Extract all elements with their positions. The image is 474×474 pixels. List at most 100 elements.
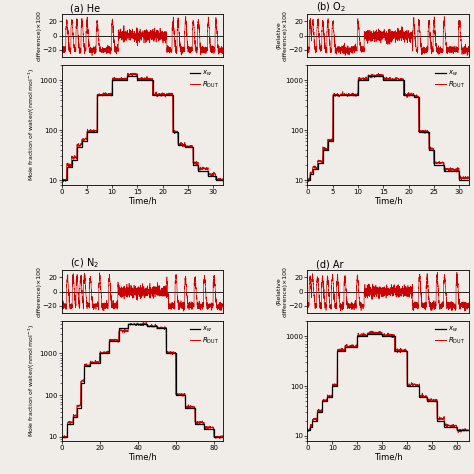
$x_w$	[70, 414, 76, 420]
$x_w$	[320, 147, 326, 153]
$x_w$	[195, 168, 201, 174]
$R_{\mathrm{DUT}}$	[59, 434, 64, 439]
$x_w$	[307, 428, 313, 433]
$x_w$	[315, 160, 320, 166]
$R_{\mathrm{DUT}}$	[181, 142, 187, 148]
$x_w$	[109, 77, 115, 83]
$x_w$	[182, 142, 188, 148]
$R_{\mathrm{DUT}}$	[400, 347, 406, 353]
$x_w$	[126, 326, 131, 331]
$R_{\mathrm{DUT}}$	[413, 383, 419, 388]
Legend: $x_w$, $R_{\mathrm{DUT}}$: $x_w$, $R_{\mathrm{DUT}}$	[435, 325, 466, 346]
Y-axis label: difference)×100: difference)×100	[36, 10, 41, 61]
$x_w$	[320, 160, 326, 166]
$x_w$	[170, 129, 176, 135]
$x_w$	[220, 177, 226, 183]
$x_w$	[319, 410, 325, 415]
$x_w$	[411, 92, 417, 98]
Line: $x_w$: $x_w$	[62, 76, 223, 180]
$x_w$	[145, 321, 150, 327]
$R_{\mathrm{DUT}}$	[346, 343, 352, 349]
$x_w$	[379, 333, 385, 339]
$R_{\mathrm{DUT}}$	[368, 328, 374, 334]
$x_w$	[87, 360, 93, 365]
$x_w$	[310, 418, 315, 424]
$x_w$	[109, 92, 115, 98]
$x_w$	[426, 147, 432, 153]
$x_w$	[335, 383, 340, 389]
$R_{\mathrm{DUT}}$	[427, 146, 433, 152]
$R_{\mathrm{DUT}}$	[378, 73, 384, 79]
$R_{\mathrm{DUT}}$	[305, 426, 310, 431]
Line: $R_{\mathrm{DUT}}$: $R_{\mathrm{DUT}}$	[308, 331, 469, 432]
$x_w$	[335, 348, 340, 354]
$x_w$	[456, 168, 462, 174]
$x_w$	[329, 383, 335, 389]
$x_w$	[416, 95, 421, 100]
$x_w$	[392, 333, 397, 339]
$R_{\mathrm{DUT}}$	[167, 93, 173, 99]
$x_w$	[164, 351, 169, 356]
Y-axis label: difference)×100: difference)×100	[36, 266, 41, 317]
$R_{\mathrm{DUT}}$	[61, 179, 66, 184]
$R_{\mathrm{DUT}}$	[132, 321, 137, 327]
$R_{\mathrm{DUT}}$	[100, 90, 106, 96]
$R_{\mathrm{DUT}}$	[427, 398, 432, 404]
$x_w$	[135, 73, 140, 79]
$x_w$	[192, 421, 198, 427]
$x_w$	[82, 380, 87, 385]
$x_w$	[431, 147, 437, 153]
$x_w$	[456, 177, 462, 183]
$x_w$	[379, 331, 385, 337]
$x_w$	[84, 129, 90, 135]
$x_w$	[205, 168, 211, 174]
$x_w$	[213, 177, 219, 183]
$x_w$	[150, 92, 155, 98]
$x_w$	[150, 77, 155, 83]
$x_w$	[59, 177, 64, 183]
$R_{\mathrm{DUT}}$	[87, 360, 93, 365]
$x_w$	[310, 172, 315, 177]
$x_w$	[175, 129, 181, 135]
$x_w$	[94, 129, 100, 135]
Line: $R_{\mathrm{DUT}}$: $R_{\mathrm{DUT}}$	[62, 73, 223, 182]
$x_w$	[213, 173, 219, 179]
$x_w$	[466, 177, 472, 183]
Line: $x_w$: $x_w$	[308, 334, 469, 430]
$x_w$	[325, 147, 330, 153]
$x_w$	[411, 95, 417, 100]
$x_w$	[116, 326, 121, 331]
$x_w$	[211, 434, 217, 439]
$x_w$	[97, 351, 102, 356]
$R_{\mathrm{DUT}}$	[378, 331, 384, 337]
$R_{\mathrm{DUT}}$	[100, 350, 106, 356]
$R_{\mathrm{DUT}}$	[306, 179, 311, 184]
$x_w$	[424, 398, 430, 404]
$x_w$	[160, 92, 165, 98]
$R_{\mathrm{DUT}}$	[155, 326, 160, 332]
$x_w$	[106, 351, 112, 356]
$x_w$	[79, 138, 85, 144]
$x_w$	[365, 77, 371, 83]
Line: $x_w$: $x_w$	[62, 324, 223, 437]
$x_w$	[381, 73, 386, 79]
$R_{\mathrm{DUT}}$	[88, 128, 93, 134]
$x_w$	[434, 398, 440, 404]
$R_{\mathrm{DUT}}$	[466, 176, 472, 182]
$x_w$	[325, 398, 330, 404]
$x_w$	[424, 394, 430, 400]
$x_w$	[305, 177, 310, 183]
$x_w$	[116, 338, 121, 344]
$R_{\mathrm{DUT}}$	[181, 391, 187, 397]
$R_{\mathrm{DUT}}$	[220, 177, 226, 183]
Legend: $x_w$, $R_{\mathrm{DUT}}$: $x_w$, $R_{\mathrm{DUT}}$	[189, 325, 220, 346]
$x_w$	[190, 162, 196, 168]
$x_w$	[106, 338, 112, 344]
$x_w$	[307, 424, 313, 430]
$x_w$	[211, 427, 217, 432]
$x_w$	[342, 344, 347, 350]
$x_w$	[70, 421, 76, 427]
$x_w$	[154, 326, 160, 331]
$x_w$	[434, 418, 440, 424]
$x_w$	[330, 138, 336, 144]
